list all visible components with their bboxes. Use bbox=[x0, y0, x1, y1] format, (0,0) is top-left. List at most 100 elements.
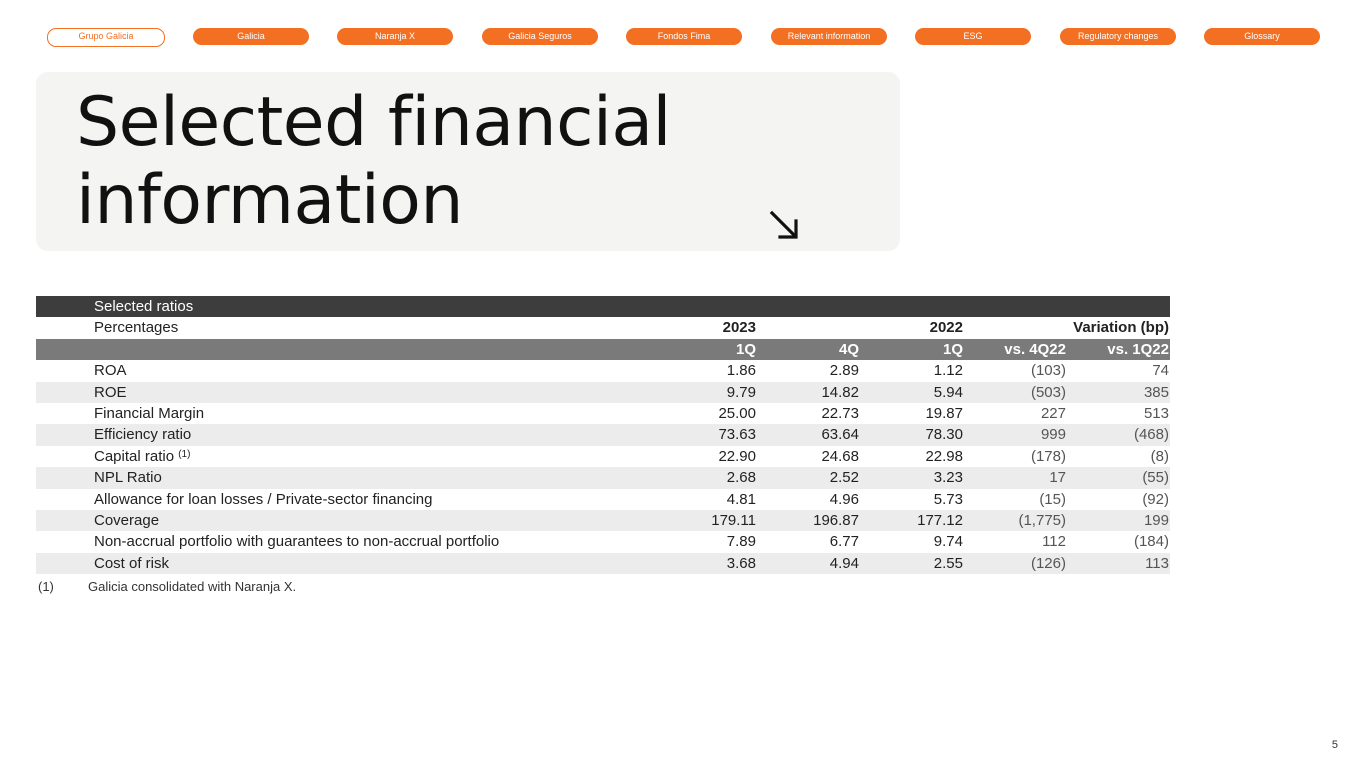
cell-4q22: 63.64 bbox=[821, 426, 859, 444]
cell-1q23: 3.68 bbox=[726, 554, 756, 572]
cell-4q22: 6.77 bbox=[829, 533, 859, 551]
row-label-text: Capital ratio bbox=[94, 447, 175, 465]
cell-1q23: 7.89 bbox=[726, 533, 756, 551]
cell-1q23: 179.11 bbox=[711, 511, 756, 529]
table-subheader-row: 1Q 4Q 1Q vs. 4Q22 vs. 1Q22 bbox=[36, 338, 1170, 361]
cell-vs-4q22: (503) bbox=[1030, 383, 1066, 401]
cell-vs-4q22: (103) bbox=[1030, 362, 1066, 380]
tab-grupo-galicia[interactable]: Grupo Galicia bbox=[47, 28, 165, 47]
table-row: Non-accrual portfolio with guarantees to… bbox=[36, 531, 1170, 552]
row-label: Non-accrual portfolio with guarantees to… bbox=[94, 533, 500, 551]
header-percentages: Percentages bbox=[94, 319, 179, 337]
cell-4q22: 24.68 bbox=[821, 447, 859, 465]
cell-1q22: 5.94 bbox=[933, 383, 963, 401]
row-label: Efficiency ratio bbox=[94, 426, 192, 444]
cell-vs-4q22: 112 bbox=[1042, 533, 1066, 551]
table-row: Efficiency ratio 73.63 63.64 78.30 999 (… bbox=[36, 424, 1170, 446]
subheader-1q22: 1Q bbox=[942, 340, 963, 358]
selected-ratios-table: Selected ratios Percentages 2023 2022 Va… bbox=[36, 296, 1170, 575]
cell-vs-1q22: (92) bbox=[1142, 490, 1169, 508]
tab-naranja-x[interactable]: Naranja X bbox=[337, 28, 453, 45]
table-row: Allowance for loan losses / Private-sect… bbox=[36, 489, 1170, 510]
arrow-down-right-icon bbox=[769, 210, 798, 239]
table-section-header: Selected ratios bbox=[36, 296, 1170, 318]
cell-vs-4q22: 999 bbox=[1040, 426, 1066, 444]
cell-vs-1q22: 513 bbox=[1143, 404, 1169, 422]
row-label: Allowance for loan losses / Private-sect… bbox=[94, 490, 433, 508]
page-title-line-2: information bbox=[76, 161, 463, 240]
cell-vs-1q22: (184) bbox=[1133, 533, 1169, 551]
row-label: Capital ratio (1) bbox=[94, 446, 190, 467]
tab-galicia-seguros[interactable]: Galicia Seguros bbox=[482, 28, 598, 45]
table-row: Cost of risk 3.68 4.94 2.55 (126) 113 bbox=[36, 552, 1170, 575]
footnote: (1) Galicia consolidated with Naranja X. bbox=[38, 579, 296, 594]
header-year-2023: 2023 bbox=[722, 319, 756, 337]
cell-1q22: 3.23 bbox=[933, 469, 963, 487]
row-label: ROE bbox=[94, 383, 127, 401]
table-row: ROE 9.79 14.82 5.94 (503) 385 bbox=[36, 381, 1170, 403]
subheader-1q23: 1Q bbox=[735, 340, 756, 358]
table-row: Coverage 179.11 196.87 177.12 (1,775) 19… bbox=[36, 509, 1170, 532]
cell-vs-1q22: (468) bbox=[1133, 426, 1169, 444]
tab-regulatory-changes[interactable]: Regulatory changes bbox=[1060, 28, 1176, 45]
page-number: 5 bbox=[1331, 739, 1338, 751]
cell-1q22: 2.55 bbox=[933, 554, 963, 572]
row-label: Financial Margin bbox=[94, 404, 205, 422]
section-label: Selected ratios bbox=[94, 298, 194, 315]
cell-1q23: 1.86 bbox=[726, 362, 756, 380]
cell-4q22: 2.89 bbox=[829, 362, 859, 380]
cell-vs-1q22: 113 bbox=[1145, 554, 1169, 572]
cell-1q22: 9.74 bbox=[933, 533, 963, 551]
cell-vs-4q22: (126) bbox=[1030, 554, 1066, 572]
cell-1q23: 4.81 bbox=[726, 490, 756, 508]
footnote-reference: (1) bbox=[178, 448, 191, 460]
cell-4q22: 196.87 bbox=[813, 511, 859, 529]
cell-1q23: 22.90 bbox=[718, 447, 756, 465]
row-label: NPL Ratio bbox=[94, 469, 162, 487]
footnote-mark: (1) bbox=[38, 579, 54, 594]
cell-vs-1q22: (55) bbox=[1142, 469, 1169, 487]
cell-1q22: 1.12 bbox=[933, 362, 963, 380]
header-year-2022: 2022 bbox=[929, 319, 963, 337]
subheader-4q22: 4Q bbox=[838, 340, 859, 358]
tab-glossary[interactable]: Glossary bbox=[1204, 28, 1320, 45]
cell-vs-4q22: 227 bbox=[1040, 404, 1066, 422]
subheader-vs-1q22: vs. 1Q22 bbox=[1107, 340, 1169, 358]
tab-relevant-information[interactable]: Relevant information bbox=[771, 28, 887, 45]
cell-1q22: 78.30 bbox=[925, 426, 963, 444]
cell-1q22: 177.12 bbox=[917, 511, 963, 529]
cell-4q22: 2.52 bbox=[829, 469, 859, 487]
header-variation: Variation (bp) bbox=[1073, 319, 1169, 337]
cell-vs-1q22: 199 bbox=[1143, 511, 1169, 529]
cell-1q22: 22.98 bbox=[925, 447, 963, 465]
cell-vs-1q22: 385 bbox=[1143, 383, 1169, 401]
section-nav: Grupo Galicia Galicia Naranja X Galicia … bbox=[47, 28, 1321, 47]
page-title-line-1: Selected financial bbox=[76, 83, 671, 162]
footnote-text: Galicia consolidated with Naranja X. bbox=[88, 579, 297, 594]
cell-vs-4q22: (1,775) bbox=[1018, 511, 1066, 529]
cell-4q22: 4.96 bbox=[829, 490, 859, 508]
table-header-row: Percentages 2023 2022 Variation (bp) bbox=[36, 317, 1170, 338]
cell-1q23: 25.00 bbox=[718, 404, 756, 422]
tab-galicia[interactable]: Galicia bbox=[193, 28, 309, 45]
table-row: ROA 1.86 2.89 1.12 (103) 74 bbox=[36, 360, 1170, 381]
cell-vs-1q22: (8) bbox=[1150, 447, 1169, 465]
row-label: Cost of risk bbox=[94, 554, 170, 572]
cell-vs-4q22: (178) bbox=[1030, 447, 1066, 465]
cell-1q23: 2.68 bbox=[726, 469, 756, 487]
row-label: ROA bbox=[94, 362, 127, 380]
tab-esg[interactable]: ESG bbox=[915, 28, 1031, 45]
cell-vs-4q22: (15) bbox=[1039, 490, 1066, 508]
title-panel: Selected financial information bbox=[36, 72, 900, 251]
row-label: Coverage bbox=[94, 511, 160, 529]
table-row: Financial Margin 25.00 22.73 19.87 227 5… bbox=[36, 403, 1170, 424]
table-row: NPL Ratio 2.68 2.52 3.23 17 (55) bbox=[36, 467, 1170, 489]
cell-1q22: 5.73 bbox=[933, 490, 963, 508]
page-title: Selected financial information bbox=[76, 84, 671, 240]
tab-fondos-fima[interactable]: Fondos Fima bbox=[626, 28, 742, 45]
cell-1q23: 73.63 bbox=[718, 426, 756, 444]
table-row: Capital ratio (1) 22.90 24.68 22.98 (178… bbox=[36, 446, 1170, 467]
cell-vs-4q22: 17 bbox=[1049, 469, 1066, 487]
cell-1q22: 19.87 bbox=[925, 404, 963, 422]
cell-vs-1q22: 74 bbox=[1152, 362, 1169, 380]
